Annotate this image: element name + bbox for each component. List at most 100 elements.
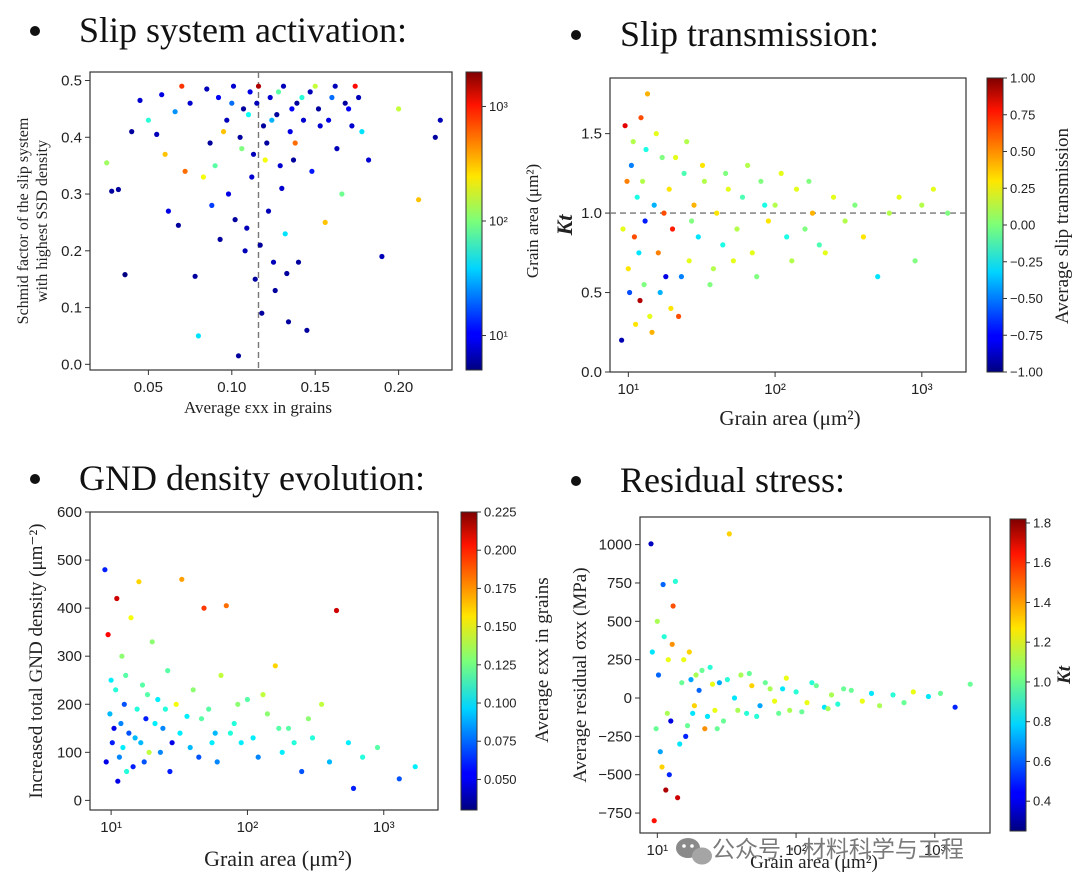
scatter-point — [690, 710, 696, 716]
colorbar-tick-label: 0.050 — [484, 772, 517, 787]
scatter-point — [709, 681, 716, 687]
x-tick-label: 10³ — [373, 819, 395, 836]
scatter-point — [287, 129, 293, 135]
x-axis-label: Grain area (μm²) — [204, 846, 352, 871]
scatter-point — [734, 226, 740, 232]
scatter-point — [772, 698, 778, 704]
scatter-point — [307, 89, 313, 95]
scatter-point — [240, 106, 247, 112]
scatter-point — [229, 100, 235, 106]
scatter-point — [630, 139, 636, 145]
scatter-point — [360, 754, 366, 760]
scatter-points — [104, 83, 443, 359]
scatter-point — [762, 680, 768, 686]
scatter-point — [315, 106, 322, 112]
scatter-point — [132, 735, 138, 741]
y-tick-label: 0.1 — [61, 300, 82, 317]
scatter-point — [232, 217, 238, 223]
y-tick-label: 600 — [57, 504, 82, 521]
scatter-point — [723, 170, 729, 176]
y-tick-label: 0.5 — [581, 285, 602, 302]
y-tick-label: 300 — [57, 648, 82, 665]
scatter-point — [628, 162, 635, 168]
scatter-point — [162, 706, 168, 712]
scatter-point — [284, 270, 290, 277]
scatter-point — [326, 117, 332, 123]
scatter-point — [230, 83, 237, 89]
y-tick-label: 500 — [57, 552, 82, 569]
scatter-point — [190, 687, 196, 693]
scatter-point — [102, 567, 108, 573]
scatter-point — [252, 276, 258, 282]
scatter-point — [299, 94, 305, 101]
scatter-point — [778, 170, 784, 176]
scatter-point — [825, 706, 831, 712]
scatter-point — [292, 140, 298, 146]
scatter-point — [910, 689, 916, 695]
scatter-point — [198, 716, 205, 722]
scatter-point — [247, 89, 253, 95]
watermark-text: 公众号 · 材料科学与工程 — [712, 837, 964, 863]
scatter-point — [657, 289, 663, 296]
scatter-point — [157, 749, 163, 755]
panel-heading: Slip system activation: — [79, 10, 407, 50]
scatter-point — [659, 764, 665, 770]
scatter-point — [162, 151, 168, 157]
colorbar-tick-label: −1.00 — [1010, 365, 1043, 380]
scatter-point — [141, 759, 147, 765]
scatter-point — [967, 681, 973, 687]
scatter-point — [712, 707, 718, 713]
scatter-point — [220, 129, 227, 135]
scatter-point — [754, 274, 760, 280]
scatter-points — [102, 567, 418, 792]
scatter-point — [661, 210, 667, 216]
colorbar-tick-label: 0.225 — [484, 505, 517, 520]
scatter-point — [731, 695, 738, 701]
scatter-points — [619, 91, 951, 343]
scatter-point — [749, 250, 755, 256]
scatter-point — [707, 664, 713, 670]
colorbar-tick-label: 0.75 — [1010, 107, 1035, 122]
scatter-point — [250, 151, 257, 157]
y-tick-label: 500 — [607, 613, 632, 630]
scatter-point — [691, 202, 697, 208]
scatter-point — [738, 672, 744, 678]
scatter-point — [182, 168, 188, 174]
scatter-point — [280, 83, 287, 89]
y-tick-label: 0.0 — [61, 356, 82, 373]
scatter-point — [638, 115, 644, 121]
scatter-point — [231, 720, 237, 727]
scatter-point — [239, 146, 245, 152]
scatter-point — [710, 266, 717, 272]
scatter-point — [138, 740, 144, 746]
scatter-point — [235, 701, 241, 707]
scatter-point — [842, 218, 848, 224]
scatter-point — [285, 319, 292, 325]
scatter-point — [877, 703, 883, 709]
scatter-point — [714, 210, 720, 216]
scatter-point — [227, 730, 233, 736]
panel-heading: Residual stress: — [620, 460, 845, 500]
scatter-point — [339, 191, 345, 197]
scatter-point — [637, 297, 643, 304]
scatter-point — [714, 726, 720, 732]
scatter-point — [952, 704, 958, 710]
scatter-point — [653, 726, 659, 732]
x-tick-label: 0.05 — [134, 379, 163, 396]
scatter-point — [218, 672, 224, 679]
scatter-point — [744, 710, 750, 716]
scatter-point — [772, 202, 778, 208]
scatter-point — [693, 672, 699, 678]
watermark: 公众号 · 材料科学与工程 — [676, 837, 964, 865]
scatter-point — [130, 764, 136, 770]
scatter-point — [776, 710, 782, 716]
scatter-point — [696, 687, 702, 693]
scatter-point — [784, 234, 790, 240]
colorbar-label: Grain area (μm²) — [523, 164, 542, 278]
scatter-point — [725, 186, 731, 192]
scatter-point — [143, 716, 149, 722]
scatter-point — [653, 131, 659, 137]
scatter-point — [437, 117, 443, 123]
colorbar-tick-label: 0.100 — [484, 696, 517, 711]
scatter-point — [657, 749, 663, 755]
